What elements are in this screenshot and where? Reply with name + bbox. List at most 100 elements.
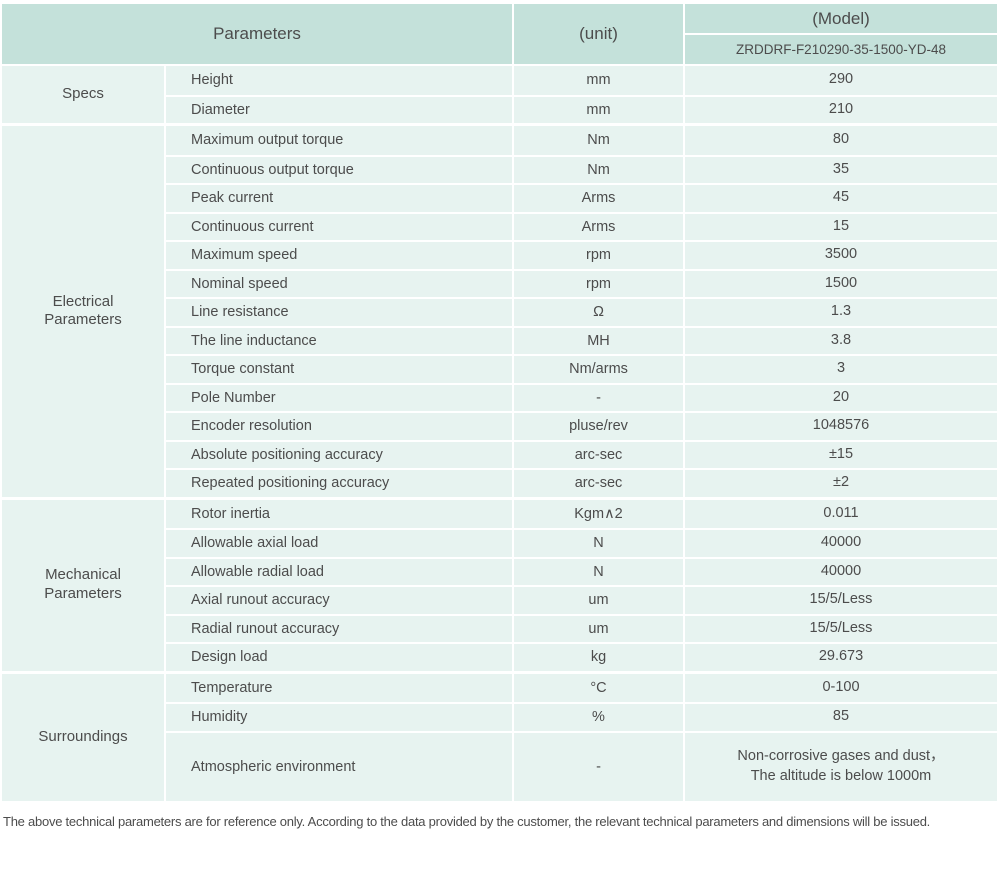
param-name-cell: Design load — [166, 644, 514, 671]
param-name-cell: Maximum output torque — [166, 126, 514, 155]
param-name-cell: Temperature — [166, 673, 514, 702]
unit-cell: - — [514, 384, 685, 411]
value-cell: 80 — [685, 126, 997, 155]
unit-cell: Nm/arms — [514, 356, 685, 383]
table-row: Design load kg 29.673 — [166, 642, 997, 671]
unit-cell: mm — [514, 66, 685, 95]
section-rows: Maximum output torque Nm 80 Continuous outp… — [166, 126, 997, 497]
param-name-cell: Peak current — [166, 185, 514, 212]
table-row: Torque constant Nm/arms 3 — [166, 354, 997, 383]
value-cell: 290 — [685, 66, 997, 95]
unit-cell: arc-sec — [514, 470, 685, 497]
header-model-value: ZRDDRF-F210290-35-1500-YD-48 — [685, 35, 997, 64]
value-cell: 85 — [685, 704, 997, 731]
table-row: Encoder resolution pluse/rev 1048576 — [166, 411, 997, 440]
table-body: Specs Height mm 290 Diameter mm 210 Electrical … — [2, 66, 997, 801]
unit-cell: Nm — [514, 126, 685, 155]
section: Surroundings Temperature °C 0-100 Humidity% 8… — [2, 670, 997, 801]
unit-cell: rpm — [514, 270, 685, 297]
param-name-cell: Height — [166, 66, 514, 95]
unit-cell: rpm — [514, 242, 685, 269]
value-cell: ±15 — [685, 441, 997, 468]
param-name-cell: Axial runout accuracy — [166, 587, 514, 614]
table-row: The line inductance MH 3.8 — [166, 325, 997, 354]
unit-cell: % — [514, 704, 685, 731]
table-row: Temperature °C 0-100 — [166, 673, 997, 702]
value-cell: 40000 — [685, 558, 997, 585]
value-cell: ±2 — [685, 470, 997, 497]
header-model-column: (Model) ZRDDRF-F210290-35-1500-YD-48 — [685, 4, 997, 64]
table-row: Radial runout accuracy um 15/5/Less — [166, 613, 997, 642]
group-label: Electrical Parameters — [2, 126, 166, 497]
spec-table: Parameters (unit) (Model) ZRDDRF-F210290… — [2, 4, 997, 801]
param-name-cell: Continuous output torque — [166, 156, 514, 183]
unit-cell: Arms — [514, 213, 685, 240]
param-name-cell: Allowable radial load — [166, 558, 514, 585]
param-name-cell: Nominal speed — [166, 270, 514, 297]
section: Mechanical Parameters Rotor inertia Kgm∧2 0… — [2, 496, 997, 671]
table-row: Atmospheric environment - Non-corrosive ga… — [166, 730, 997, 801]
table-row: Absolute positioning accuracy arc-sec ±15 — [166, 439, 997, 468]
param-name-cell: Pole Number — [166, 384, 514, 411]
table-row: Repeated positioning accuracy arc-sec ±2 — [166, 468, 997, 497]
param-name-cell: Repeated positioning accuracy — [166, 470, 514, 497]
table-row: Allowable axial load N 40000 — [166, 528, 997, 557]
table-row: Rotor inertia Kgm∧2 0.011 — [166, 499, 997, 528]
unit-cell: um — [514, 615, 685, 642]
table-row: Peak current Arms 45 — [166, 183, 997, 212]
header-parameters: Parameters — [2, 4, 514, 64]
unit-cell: arc-sec — [514, 441, 685, 468]
param-name-cell: Continuous current — [166, 213, 514, 240]
table-row: Maximum output torque Nm 80 — [166, 126, 997, 155]
table-header: Parameters (unit) (Model) ZRDDRF-F210290… — [2, 4, 997, 66]
param-name-cell: Absolute positioning accuracy — [166, 441, 514, 468]
section-rows: Rotor inertia Kgm∧2 0.011 Allowable axial l… — [166, 499, 997, 671]
group-label: Surroundings — [2, 673, 166, 801]
unit-cell: kg — [514, 644, 685, 671]
param-name-cell: Humidity — [166, 704, 514, 731]
value-cell: 29.673 — [685, 644, 997, 671]
section: Specs Height mm 290 Diameter mm 210 — [2, 66, 997, 123]
param-name-cell: Allowable axial load — [166, 530, 514, 557]
unit-cell: pluse/rev — [514, 413, 685, 440]
unit-cell: - — [514, 732, 685, 801]
table-row: Nominal speed rpm 1500 — [166, 268, 997, 297]
unit-cell: °C — [514, 673, 685, 702]
unit-cell: mm — [514, 96, 685, 123]
table-row: Pole Number -20 — [166, 382, 997, 411]
param-name-cell: The line inductance — [166, 327, 514, 354]
value-cell: 0-100 — [685, 673, 997, 702]
table-row: Height mm 290 — [166, 66, 997, 95]
unit-cell: um — [514, 587, 685, 614]
value-cell: 1500 — [685, 270, 997, 297]
unit-cell: Arms — [514, 185, 685, 212]
unit-cell: Ω — [514, 299, 685, 326]
value-cell: 1048576 — [685, 413, 997, 440]
value-cell: 20 — [685, 384, 997, 411]
value-cell: 35 — [685, 156, 997, 183]
section: Electrical Parameters Maximum output torq… — [2, 123, 997, 497]
unit-cell: N — [514, 558, 685, 585]
group-label: Mechanical Parameters — [2, 499, 166, 671]
value-cell: 1.3 — [685, 299, 997, 326]
table-row: Continuous output torque Nm 35 — [166, 154, 997, 183]
value-cell: 40000 — [685, 530, 997, 557]
param-name-cell: Encoder resolution — [166, 413, 514, 440]
unit-cell: N — [514, 530, 685, 557]
table-row: Line resistance Ω 1.3 — [166, 297, 997, 326]
value-cell: 45 — [685, 185, 997, 212]
header-unit: (unit) — [514, 4, 685, 64]
value-cell: 15 — [685, 213, 997, 240]
value-cell: 210 — [685, 96, 997, 123]
param-name-cell: Diameter — [166, 96, 514, 123]
header-model-label: (Model) — [685, 4, 997, 35]
footer-note: The above technical parameters are for r… — [3, 813, 931, 829]
param-name-cell: Radial runout accuracy — [166, 615, 514, 642]
value-cell: 3 — [685, 356, 997, 383]
section-rows: Temperature °C 0-100 Humidity% 85 Atmospheric… — [166, 673, 997, 801]
table-row: Humidity% 85 — [166, 702, 997, 731]
param-name-cell: Rotor inertia — [166, 499, 514, 528]
unit-cell: Nm — [514, 156, 685, 183]
param-name-cell: Line resistance — [166, 299, 514, 326]
param-name-cell: Torque constant — [166, 356, 514, 383]
